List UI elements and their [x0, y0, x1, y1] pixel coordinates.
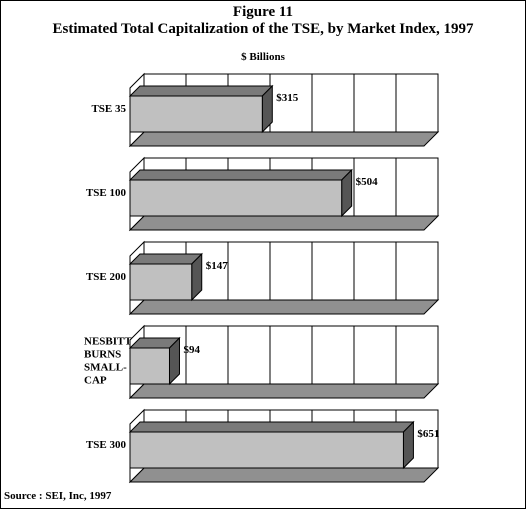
chart-title: Estimated Total Capitalization of the TS… [52, 21, 474, 37]
data-label: $147 [206, 260, 229, 272]
category-label-line: SMALL- [84, 362, 127, 374]
data-label: $94 [183, 344, 200, 356]
source-note: Source : SEI, Inc, 1997 [4, 490, 112, 502]
category-label-line: CAP [84, 375, 107, 387]
panel-floor [128, 215, 440, 231]
bar [129, 95, 263, 133]
category-label: TSE 100 [86, 187, 127, 199]
panel-floor [128, 467, 440, 483]
panel-floor [128, 299, 440, 315]
units-label: $ Billions [241, 51, 285, 63]
category-label: TSE 200 [86, 271, 127, 283]
panel-floor [128, 131, 440, 147]
figure-label: Figure 11 [232, 4, 294, 20]
bar [129, 347, 170, 385]
bar-top-face [128, 253, 203, 265]
panel-floor [128, 383, 440, 399]
category-label-line: BURNS [84, 349, 121, 361]
category-label: TSE 300 [86, 439, 127, 451]
bar-top-face [128, 85, 274, 97]
category-label: TSE 35 [91, 103, 126, 115]
category-label-line: NESBITT [84, 336, 132, 348]
bar-top-face [128, 169, 353, 181]
data-label: $504 [356, 176, 379, 188]
data-label: $651 [417, 428, 439, 440]
bar-top-face [128, 421, 415, 433]
data-label: $315 [276, 92, 299, 104]
bar [129, 431, 404, 469]
bar [129, 263, 193, 301]
panel-back-wall [143, 325, 439, 385]
bar [129, 179, 343, 217]
